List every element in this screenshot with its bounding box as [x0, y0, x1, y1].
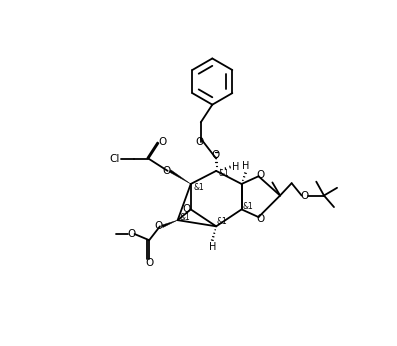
Text: &1: &1	[193, 183, 204, 192]
Polygon shape	[169, 170, 191, 184]
Text: Cl: Cl	[109, 154, 120, 164]
Text: &1: &1	[217, 217, 228, 226]
Text: O: O	[145, 257, 153, 267]
Text: O: O	[256, 170, 264, 180]
Text: O: O	[163, 166, 171, 176]
Text: &1: &1	[218, 170, 229, 179]
Text: &1: &1	[242, 202, 253, 211]
Text: O: O	[196, 137, 204, 147]
Text: O: O	[127, 229, 136, 239]
Text: O: O	[158, 137, 166, 147]
Text: H: H	[242, 161, 249, 171]
Text: &1: &1	[180, 212, 191, 221]
Text: O: O	[183, 204, 191, 215]
Text: H: H	[209, 242, 216, 252]
Text: H: H	[232, 162, 239, 172]
Text: O: O	[301, 191, 309, 201]
Text: O: O	[211, 151, 220, 161]
Polygon shape	[162, 220, 178, 228]
Text: O: O	[256, 213, 264, 224]
Text: O: O	[154, 221, 162, 231]
